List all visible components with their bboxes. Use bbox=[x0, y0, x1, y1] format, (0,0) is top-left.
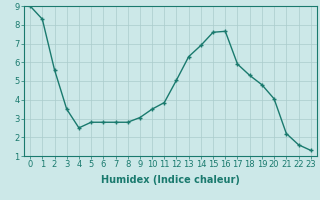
X-axis label: Humidex (Indice chaleur): Humidex (Indice chaleur) bbox=[101, 175, 240, 185]
